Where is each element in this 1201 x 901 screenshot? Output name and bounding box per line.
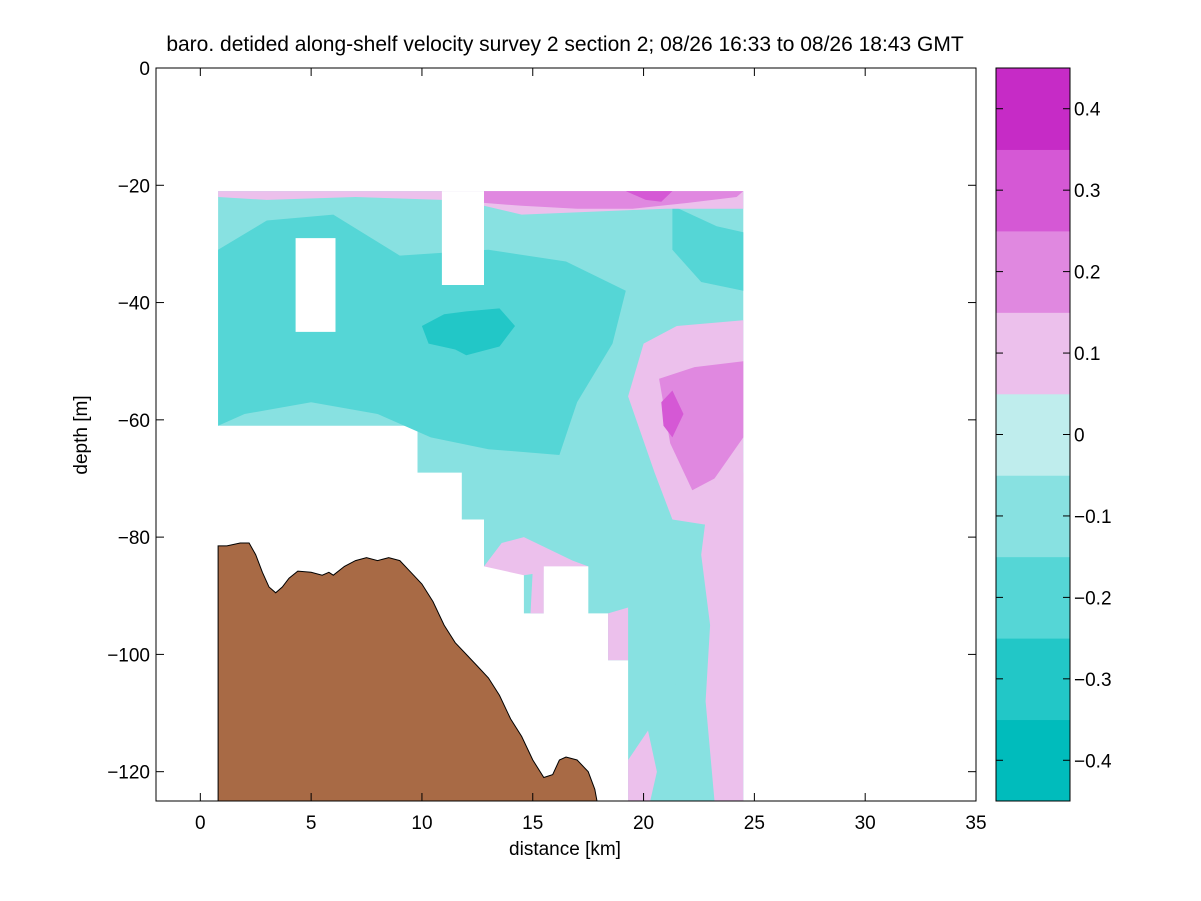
colorbar-tick-label: 0 — [1074, 426, 1085, 447]
contour-region — [661, 390, 684, 438]
colorbar-band — [996, 312, 1070, 395]
contour-region — [625, 191, 673, 202]
x-tick-label: 30 — [855, 813, 876, 834]
contour-region — [628, 730, 657, 801]
contour-region — [605, 408, 640, 499]
contour-region — [701, 472, 744, 801]
contour-region — [608, 607, 629, 661]
y-tick-label: −40 — [118, 294, 150, 315]
y-tick-label: −80 — [118, 528, 150, 549]
contour-region — [674, 642, 704, 725]
x-axis-label: distance [km] — [509, 839, 621, 860]
colorbar-tick-label: 0.4 — [1074, 100, 1101, 121]
y-tick-label: −20 — [118, 176, 150, 197]
colorbar-band — [996, 556, 1070, 639]
colorbar: 0.4 0.3 0.2 0.1 0 −0.1 −0.2 −0.3 −0.4 — [995, 67, 1112, 802]
data-gap — [441, 191, 484, 285]
y-axis-label: depth [m] — [71, 395, 92, 474]
x-axis: 0 5 10 15 20 25 30 35 — [195, 68, 987, 834]
y-tick-label: 0 — [139, 59, 150, 80]
contour-region — [421, 308, 515, 356]
x-tick-label: 10 — [411, 813, 432, 834]
y-tick-label: −100 — [107, 645, 150, 666]
x-tick-label: 0 — [195, 813, 206, 834]
colorbar-tick-label: −0.3 — [1074, 670, 1112, 691]
data-gap — [295, 238, 336, 332]
colorbar-tick-label: −0.2 — [1074, 588, 1112, 609]
y-tick-label: −120 — [107, 763, 150, 784]
contour-region — [530, 566, 544, 614]
y-axis: 0 −20 −40 −60 −80 −100 −120 — [107, 59, 976, 784]
contour-region — [672, 205, 744, 291]
x-tick-label: 25 — [744, 813, 765, 834]
colorbar-band — [996, 68, 1070, 150]
colorbar-band — [996, 393, 1070, 476]
x-tick-label: 35 — [965, 813, 986, 834]
sea-floor — [217, 542, 598, 801]
colorbar-band — [996, 719, 1070, 802]
plot-area — [217, 191, 744, 801]
contour-region — [484, 191, 744, 209]
colorbar-band — [996, 638, 1070, 721]
x-tick-label: 15 — [522, 813, 543, 834]
colorbar-band — [996, 230, 1070, 313]
x-tick-label: 20 — [633, 813, 654, 834]
colorbar-tick-label: 0.3 — [1074, 181, 1100, 202]
colorbar-tick-label: 0.2 — [1074, 263, 1100, 284]
y-tick-label: −60 — [118, 411, 150, 432]
x-tick-label: 5 — [306, 813, 317, 834]
contour-region — [484, 537, 589, 576]
colorbar-tick-label: −0.4 — [1074, 751, 1112, 772]
contour-region — [659, 361, 744, 491]
axes-frame — [155, 67, 977, 802]
colorbar-band — [996, 475, 1070, 558]
chart-title: baro. detided along-shelf velocity surve… — [166, 33, 963, 56]
colorbar-tick-label: 0.1 — [1074, 344, 1100, 365]
colorbar-band — [996, 149, 1070, 232]
data-gap — [543, 566, 589, 614]
colorbar-tick-label: −0.1 — [1074, 507, 1112, 528]
